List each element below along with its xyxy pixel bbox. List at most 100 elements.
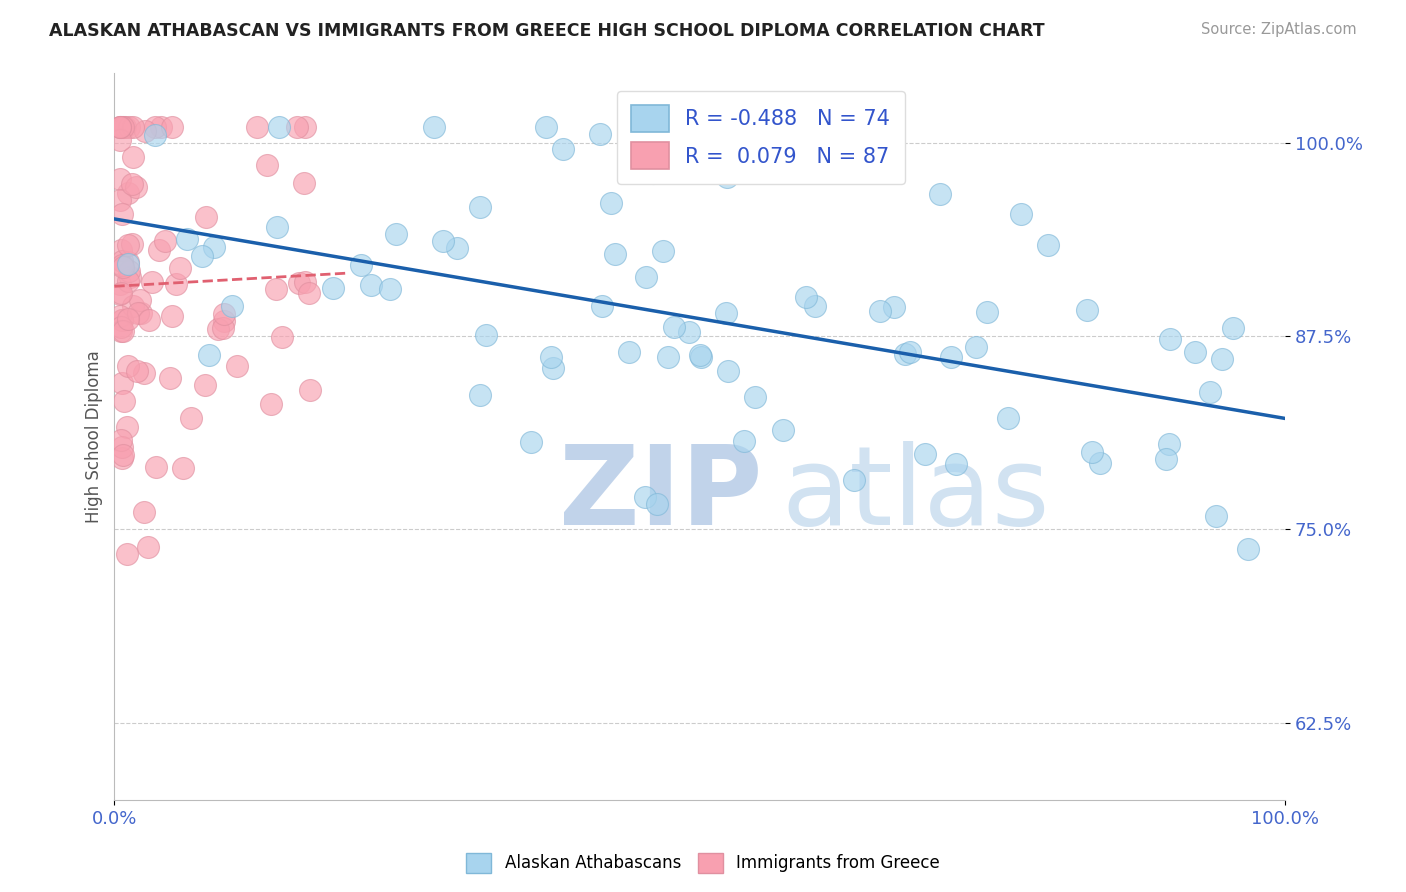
- Point: [160, 309, 183, 323]
- Point: [150, 120, 173, 135]
- Point: [111, 120, 134, 135]
- Point: [804, 299, 827, 313]
- Point: [599, 196, 621, 211]
- Point: [446, 241, 468, 255]
- Point: [360, 278, 382, 293]
- Point: [169, 260, 191, 275]
- Point: [110, 287, 132, 301]
- Point: [132, 505, 155, 519]
- Point: [267, 120, 290, 135]
- Point: [617, 345, 640, 359]
- Point: [141, 275, 163, 289]
- Point: [138, 313, 160, 327]
- Y-axis label: High School Diploma: High School Diploma: [86, 351, 103, 523]
- Point: [553, 142, 575, 156]
- Point: [121, 299, 143, 313]
- Point: [1154, 452, 1177, 467]
- Point: [292, 176, 315, 190]
- Point: [385, 227, 408, 241]
- Legend: R = -0.488   N = 74, R =  0.079   N = 87: R = -0.488 N = 74, R = 0.079 N = 87: [617, 91, 904, 184]
- Point: [591, 299, 613, 313]
- Point: [690, 350, 713, 364]
- Point: [894, 346, 917, 360]
- Point: [475, 327, 498, 342]
- Point: [155, 234, 177, 248]
- Point: [134, 366, 156, 380]
- Point: [225, 359, 247, 373]
- Point: [842, 473, 865, 487]
- Point: [110, 254, 132, 268]
- Point: [110, 120, 132, 135]
- Point: [716, 169, 738, 184]
- Point: [589, 127, 612, 141]
- Point: [657, 351, 679, 365]
- Point: [115, 419, 138, 434]
- Point: [110, 194, 132, 208]
- Point: [136, 540, 159, 554]
- Point: [534, 120, 557, 135]
- Point: [122, 150, 145, 164]
- Point: [180, 410, 202, 425]
- Point: [941, 351, 963, 365]
- Point: [1237, 542, 1260, 557]
- Point: [211, 320, 233, 334]
- Point: [110, 319, 132, 334]
- Point: [647, 497, 669, 511]
- Point: [110, 277, 132, 291]
- Point: [869, 303, 891, 318]
- Point: [914, 447, 936, 461]
- Point: [110, 309, 132, 323]
- Point: [110, 244, 132, 258]
- Point: [134, 124, 156, 138]
- Point: [423, 120, 446, 135]
- Point: [322, 281, 344, 295]
- Point: [117, 359, 139, 373]
- Point: [1038, 238, 1060, 252]
- Point: [543, 360, 565, 375]
- Point: [689, 348, 711, 362]
- Point: [111, 376, 134, 391]
- Point: [129, 293, 152, 307]
- Point: [288, 277, 311, 291]
- Point: [112, 260, 135, 274]
- Point: [172, 461, 194, 475]
- Point: [929, 187, 952, 202]
- Text: ZIP: ZIP: [560, 442, 762, 549]
- Point: [294, 120, 316, 135]
- Point: [1199, 385, 1222, 400]
- Point: [1159, 437, 1181, 451]
- Point: [129, 306, 152, 320]
- Point: [165, 277, 187, 292]
- Point: [112, 120, 135, 135]
- Point: [197, 348, 219, 362]
- Point: [260, 397, 283, 411]
- Point: [207, 321, 229, 335]
- Point: [125, 364, 148, 378]
- Point: [678, 326, 700, 340]
- Point: [794, 290, 817, 304]
- Point: [299, 383, 322, 397]
- Point: [110, 120, 132, 135]
- Point: [1080, 445, 1102, 459]
- Point: [143, 128, 166, 142]
- Point: [125, 180, 148, 194]
- Point: [117, 312, 139, 326]
- Point: [540, 350, 562, 364]
- Text: Source: ZipAtlas.com: Source: ZipAtlas.com: [1201, 22, 1357, 37]
- Point: [111, 440, 134, 454]
- Legend: Alaskan Athabascans, Immigrants from Greece: Alaskan Athabascans, Immigrants from Gre…: [460, 847, 946, 880]
- Point: [117, 274, 139, 288]
- Point: [111, 313, 134, 327]
- Point: [266, 282, 288, 296]
- Point: [256, 158, 278, 172]
- Point: [191, 249, 214, 263]
- Point: [246, 120, 269, 135]
- Point: [111, 448, 134, 462]
- Point: [145, 120, 167, 135]
- Point: [114, 120, 136, 135]
- Point: [898, 345, 921, 359]
- Point: [266, 219, 288, 234]
- Point: [294, 275, 316, 289]
- Point: [470, 200, 492, 214]
- Point: [1159, 332, 1181, 346]
